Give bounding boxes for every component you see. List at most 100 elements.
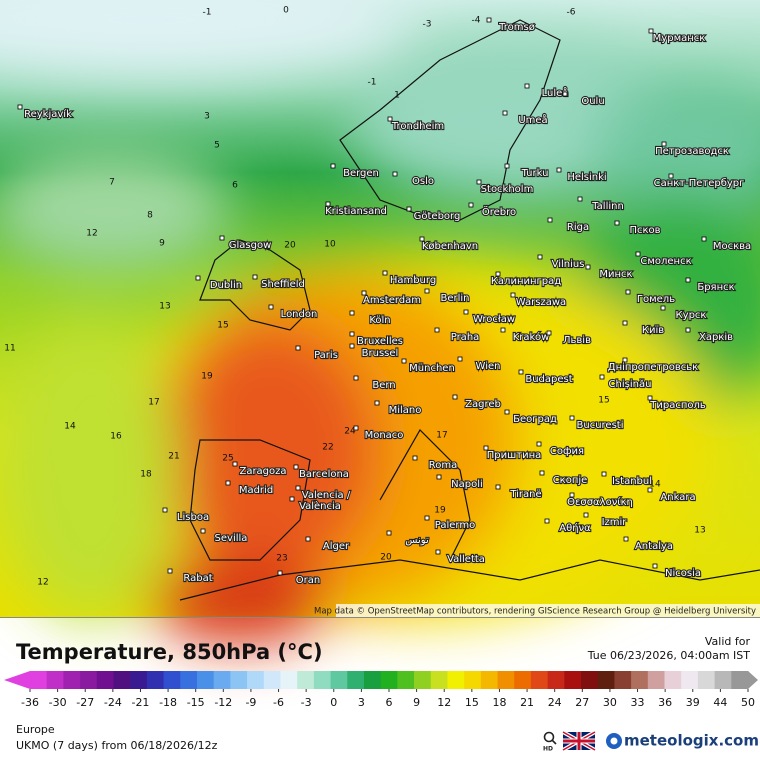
colorbar-segment: [731, 671, 749, 689]
city-label: Москва: [713, 241, 751, 252]
city-label: Санкт-Петербург: [654, 178, 745, 189]
colorbar-segment: [247, 671, 265, 689]
city-marker: [504, 409, 510, 415]
city-label: Alger: [323, 541, 350, 552]
colorbar-tick-label: 21: [520, 696, 534, 709]
city-marker: [289, 496, 295, 502]
city-marker: [330, 163, 336, 169]
city-label: Zaragoza: [239, 466, 286, 477]
brand[interactable]: meteologix.com: [624, 732, 759, 750]
contour-label: 17: [148, 398, 159, 408]
contour-label: -4: [472, 16, 481, 26]
contour-label: 22: [322, 443, 333, 453]
city-marker: [601, 471, 607, 477]
city-label: Sevilla: [215, 533, 248, 544]
colorbar-segment: [564, 671, 582, 689]
colorbar-segment: [313, 671, 332, 689]
colorbar-segment: [297, 671, 315, 689]
city-marker: [599, 374, 605, 380]
city-marker: [495, 484, 501, 490]
contour-label: 24: [344, 427, 356, 437]
city-label: Київ: [642, 325, 664, 336]
city-marker: [225, 480, 231, 486]
colorbar-tick-label: 50: [741, 696, 755, 709]
city-marker: [701, 236, 707, 242]
city-label: Monaco: [365, 430, 404, 441]
city-marker: [424, 288, 430, 294]
city-label: Kraków: [513, 331, 550, 343]
city-marker: [295, 345, 301, 351]
colorbar-segment: [530, 671, 549, 689]
city-marker: [412, 455, 418, 461]
colorbar-tick-label: -6: [273, 696, 284, 709]
city-label: Харків: [699, 331, 733, 343]
city-label: Београд: [513, 414, 557, 425]
city-marker: [434, 327, 440, 333]
city-marker: [518, 369, 524, 375]
city-marker: [468, 202, 474, 208]
valid-label: Valid for: [705, 635, 751, 648]
contour-label: -1: [203, 8, 212, 18]
city-label: Roma: [429, 460, 458, 471]
colorbar-segment: [263, 671, 281, 689]
hd-label[interactable]: HD: [543, 746, 553, 753]
colorbar-segment: [363, 671, 382, 689]
colorbar-segment: [480, 671, 499, 689]
city-label: Смоленск: [640, 256, 691, 267]
city-label: Izmir: [602, 517, 628, 528]
colorbar-tick-label: 30: [603, 696, 617, 709]
city-marker: [476, 179, 482, 185]
colorbar-tick-label: -9: [245, 696, 256, 709]
city-marker: [486, 17, 492, 23]
city-label: Palermo: [435, 520, 475, 531]
colorbar-tick-label: 33: [631, 696, 645, 709]
city-marker: [536, 441, 542, 447]
colorbar-tick-label: 3: [358, 696, 365, 709]
contour-label: 6: [232, 181, 238, 191]
city-label: Тирасполь: [649, 400, 706, 411]
colorbar-tick-label: -21: [131, 696, 149, 709]
contour-label: 11: [4, 344, 15, 354]
title: Temperature, 850hPa (°C): [16, 640, 323, 664]
contour-label: 20: [380, 553, 392, 563]
search-icon[interactable]: [543, 731, 555, 743]
city-marker: [353, 425, 359, 431]
city-marker: [500, 327, 506, 333]
city-marker: [625, 289, 631, 295]
city-label: Lisboa: [177, 512, 209, 523]
contour-label: 9: [159, 239, 165, 249]
city-label: Петрозаводск: [655, 146, 729, 157]
colorbar-tick-label: 27: [575, 696, 589, 709]
colorbar-tick-label: -30: [49, 696, 67, 709]
city-marker: [661, 141, 667, 147]
city-label: London: [281, 309, 318, 320]
city-label: Ankara: [660, 492, 695, 503]
contour-label: -1: [368, 78, 377, 88]
city-marker: [510, 292, 516, 298]
city-label: Köln: [369, 315, 390, 326]
colorbar-segment: [213, 671, 231, 689]
contour-label: 15: [217, 321, 228, 331]
contour-label: 14: [649, 480, 661, 490]
city-label: Αθήνα: [559, 522, 591, 534]
contour-label: 7: [109, 178, 115, 188]
city-marker: [539, 470, 545, 476]
city-marker: [361, 290, 367, 296]
language-flag[interactable]: [562, 730, 596, 752]
city-marker: [452, 394, 458, 400]
city-marker: [386, 530, 392, 536]
colorbar-tick-label: -3: [301, 696, 312, 709]
city-label: Kristiansand: [325, 206, 387, 217]
cities: Reykjavík Tromsø Мурманск Luleå Oulu Trondhei…: [17, 17, 752, 587]
contour-label: 18: [140, 470, 152, 480]
city-label: Tallinn: [591, 201, 624, 212]
colorbar-tick-label: -15: [187, 696, 205, 709]
city-marker: [436, 474, 442, 480]
city-label: Скопје: [553, 474, 588, 486]
city-label: Sheffield: [261, 279, 305, 290]
city-marker: [424, 515, 430, 521]
city-label: Luleå: [542, 86, 569, 99]
city-label: Дніпропетровськ: [608, 361, 698, 373]
